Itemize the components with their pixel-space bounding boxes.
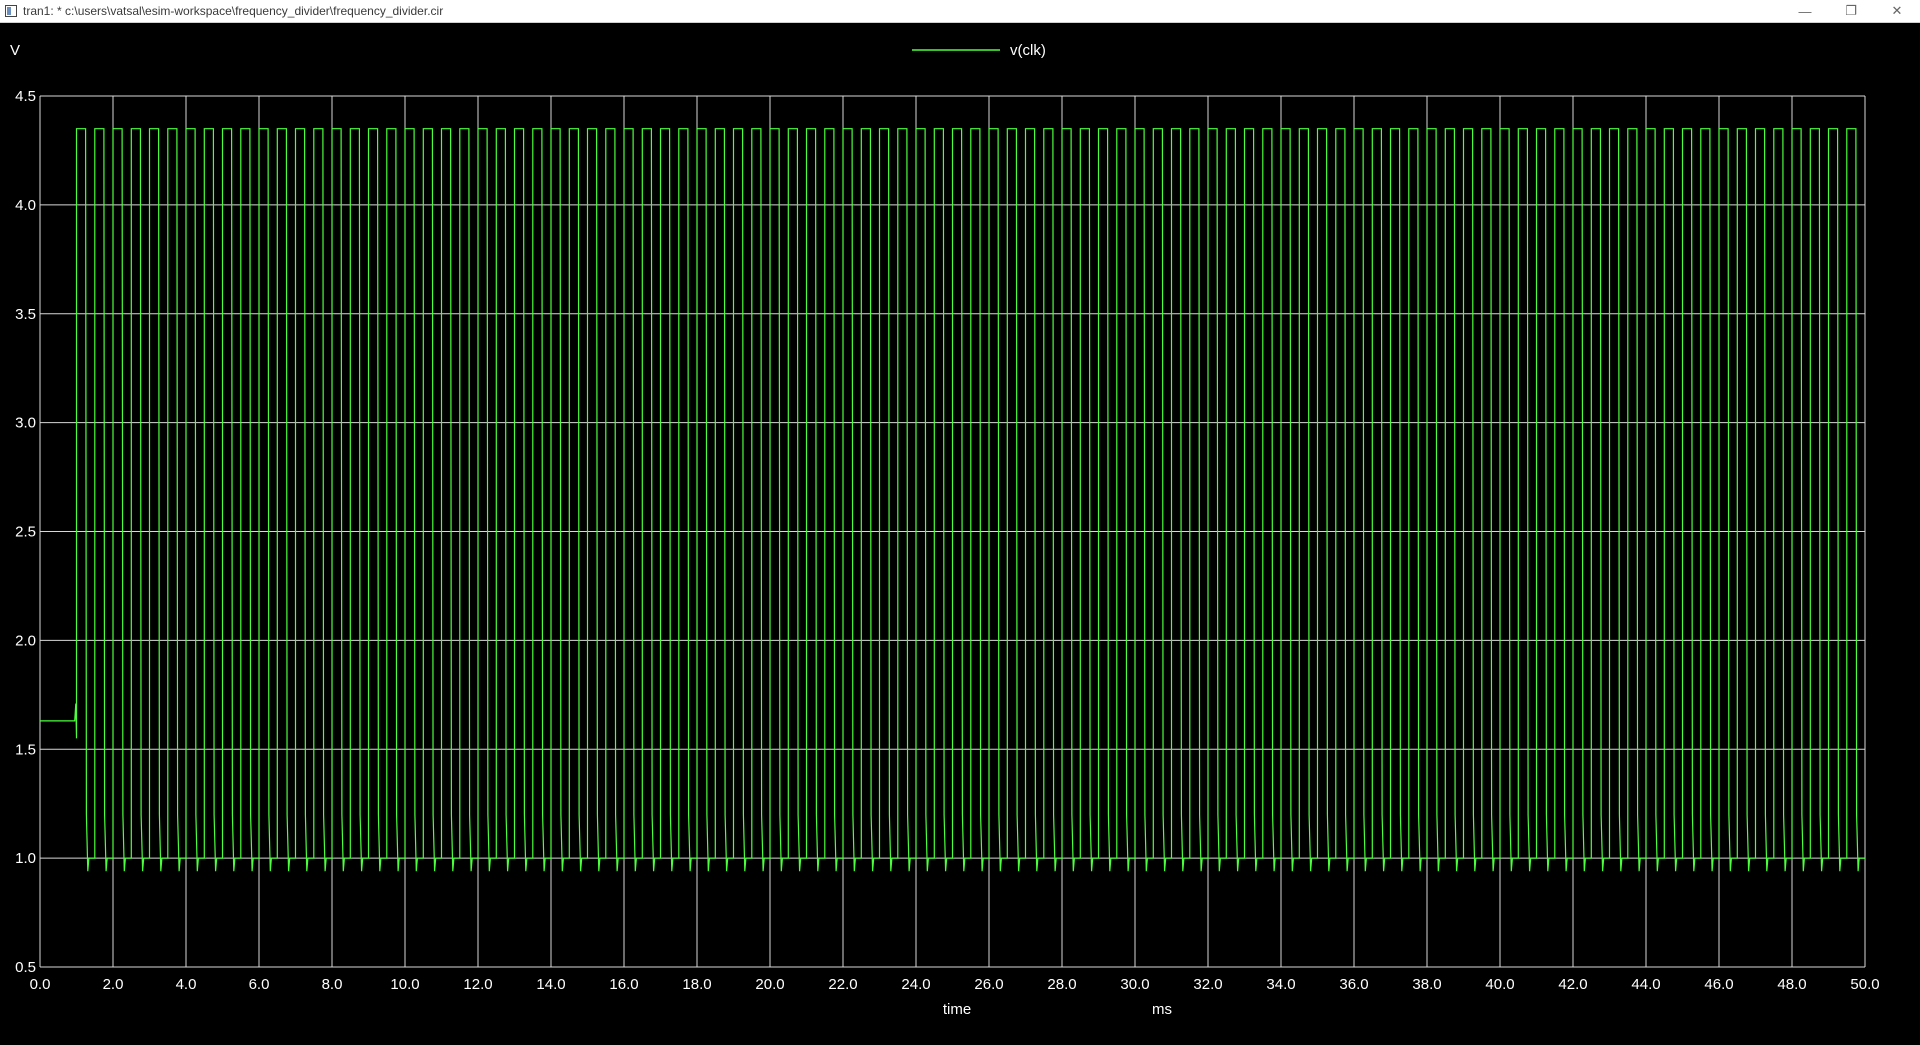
x-tick-label: 46.0 <box>1704 976 1733 993</box>
x-tick-label: 26.0 <box>974 976 1003 993</box>
y-tick-label: 2.0 <box>15 632 36 649</box>
x-tick-label: 40.0 <box>1485 976 1514 993</box>
axis-labels: 0.0 2.0 4.0 6.0 8.0 10.0 12.0 14.0 16.0 18.0 20.0 2… <box>10 42 1880 1018</box>
series-line-v-clk <box>40 128 1865 872</box>
x-tick-label: 32.0 <box>1193 976 1222 993</box>
x-tick-label: 16.0 <box>609 976 638 993</box>
x-tick-label: 30.0 <box>1120 976 1149 993</box>
x-tick-label: 14.0 <box>536 976 565 993</box>
window-title: tran1: * c:\users\vatsal\esim-workspace\… <box>23 4 444 18</box>
x-tick-label: 44.0 <box>1631 976 1660 993</box>
window-controls: — ❐ ✕ <box>1782 0 1920 22</box>
waveform-plot[interactable]: 0.0 2.0 4.0 6.0 8.0 10.0 12.0 14.0 16.0 18.0 20.0 2… <box>0 23 1920 1040</box>
y-tick-label: 3.0 <box>15 415 36 432</box>
x-axis-unit: ms <box>1152 1001 1172 1018</box>
x-tick-label: 22.0 <box>828 976 857 993</box>
x-tick-label: 24.0 <box>901 976 930 993</box>
app-icon <box>5 5 17 17</box>
trace-layer <box>40 128 1865 872</box>
x-tick-label: 50.0 <box>1850 976 1879 993</box>
maximize-button[interactable]: ❐ <box>1845 3 1857 18</box>
x-tick-label: 8.0 <box>322 976 343 993</box>
close-button[interactable]: ✕ <box>1891 3 1903 18</box>
y-axis-label: V <box>10 42 20 59</box>
window-titlebar: tran1: * c:\users\vatsal\esim-workspace\… <box>0 0 1920 23</box>
y-tick-label: 2.5 <box>15 524 36 541</box>
y-tick-label: 4.0 <box>15 197 36 214</box>
x-tick-label: 12.0 <box>463 976 492 993</box>
legend-label: v(clk) <box>1010 42 1046 59</box>
minimize-button[interactable]: — <box>1798 3 1812 19</box>
x-tick-label: 0.0 <box>30 976 51 993</box>
y-tick-label: 1.5 <box>15 741 36 758</box>
x-tick-label: 20.0 <box>755 976 784 993</box>
x-tick-label: 48.0 <box>1777 976 1806 993</box>
y-tick-label: 3.5 <box>15 306 36 323</box>
legend: v(clk) <box>912 42 1046 59</box>
x-tick-label: 6.0 <box>249 976 270 993</box>
x-tick-label: 34.0 <box>1266 976 1295 993</box>
x-tick-label: 18.0 <box>682 976 711 993</box>
y-tick-label: 1.0 <box>15 850 36 867</box>
y-tick-label: 0.5 <box>15 959 36 976</box>
x-tick-label: 28.0 <box>1047 976 1076 993</box>
y-tick-label: 4.5 <box>15 88 36 105</box>
x-tick-label: 4.0 <box>176 976 197 993</box>
plot-area[interactable]: 0.0 2.0 4.0 6.0 8.0 10.0 12.0 14.0 16.0 18.0 20.0 2… <box>0 23 1920 1040</box>
x-tick-label: 2.0 <box>103 976 124 993</box>
x-tick-label: 36.0 <box>1339 976 1368 993</box>
x-tick-label: 38.0 <box>1412 976 1441 993</box>
x-tick-label: 42.0 <box>1558 976 1587 993</box>
x-tick-label: 10.0 <box>390 976 419 993</box>
x-axis-label: time <box>943 1001 971 1018</box>
